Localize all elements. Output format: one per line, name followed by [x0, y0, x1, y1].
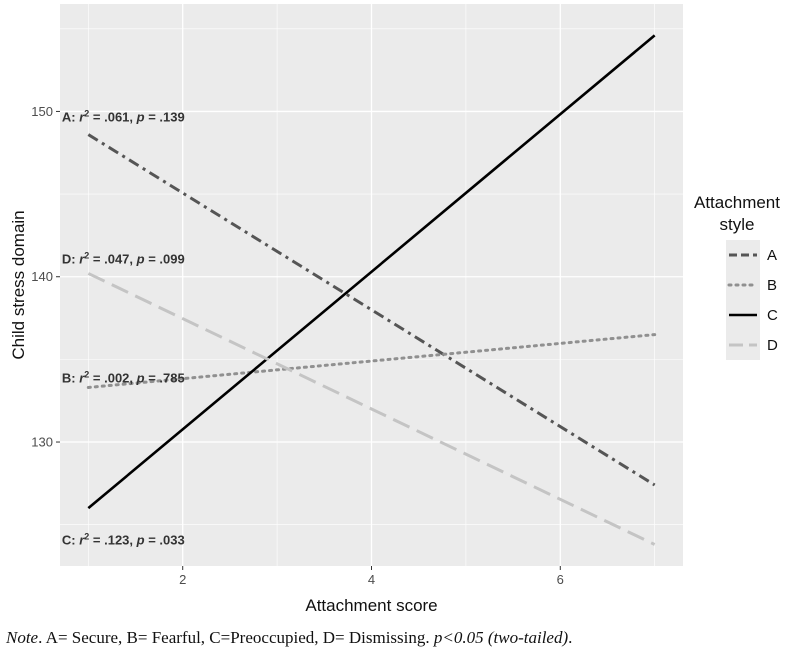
series-line-a — [87, 133, 656, 487]
annotation-b: B: r2 = .002, p = .785 — [62, 370, 185, 386]
chart: A: r2 = .061, p = .139 D: r2 = .047, p = … — [9, 4, 780, 615]
axes: 2 4 6 130 140 150 — [31, 104, 564, 587]
y-axis-title: Child stress domain — [9, 210, 28, 359]
note-label: Note — [6, 628, 39, 647]
legend-label-d: D — [767, 337, 778, 354]
series-lines — [86, 34, 657, 546]
x-tick-label: 4 — [368, 572, 375, 587]
y-tick-label: 140 — [31, 269, 53, 284]
annotation-a: A: r2 = .061, p = .139 — [62, 108, 185, 124]
annotation-c: C: r2 = .123, p = .033 — [62, 532, 185, 548]
series-line-d — [87, 272, 656, 546]
legend-title-line-2: style — [720, 215, 755, 234]
grid-lines — [60, 4, 683, 566]
note-end: . — [568, 628, 573, 647]
series-line-c — [87, 34, 656, 510]
annotation-d: D: r2 = .047, p = .099 — [62, 251, 185, 267]
note-significance: p<0.05 (two-tailed) — [433, 628, 569, 647]
annotations: A: r2 = .061, p = .139 D: r2 = .047, p = … — [62, 108, 185, 547]
legend-label-c: C — [767, 307, 778, 324]
y-tick-label: 130 — [31, 435, 53, 450]
x-axis-title: Attachment score — [305, 596, 437, 615]
y-tick-label: 150 — [31, 104, 53, 119]
x-tick-label: 2 — [179, 572, 186, 587]
legend-title-line-1: Attachment — [694, 193, 780, 212]
figure-note: Note. A= Secure, B= Fearful, C=Preoccupi… — [6, 628, 786, 650]
note-text: . A= Secure, B= Fearful, C=Preoccupied, … — [38, 628, 434, 647]
x-tick-label: 6 — [557, 572, 564, 587]
legend-label-a: A — [767, 247, 777, 264]
legend-label-b: B — [767, 277, 777, 294]
